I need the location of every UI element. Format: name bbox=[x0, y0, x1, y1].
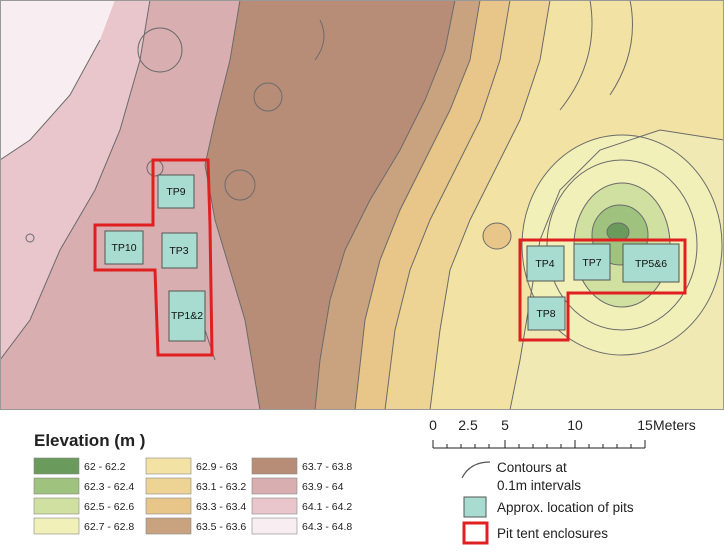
swatch-64-1-64-2 bbox=[251, 497, 298, 515]
map-legend: Elevation (m ) 62 - 62.2 62.3 - 62.4 62.… bbox=[33, 417, 696, 545]
scale-unit: Meters bbox=[653, 417, 696, 433]
contour-lines bbox=[0, 0, 724, 410]
scale-tick-label: 5 bbox=[501, 417, 509, 433]
pit-tp8: TP8 bbox=[527, 296, 566, 331]
swatch-label: 63.1 - 63.2 bbox=[196, 481, 246, 493]
swatch-63-9-64 bbox=[251, 477, 298, 495]
scale-ruler bbox=[432, 440, 646, 449]
pit-tp1-2-label: TP1&2 bbox=[171, 310, 203, 322]
swatch-62-3-62-4 bbox=[33, 477, 80, 495]
legend-title: Elevation (m ) bbox=[34, 431, 145, 450]
swatch-62-62-2 bbox=[33, 457, 80, 475]
swatch-label: 62.7 - 62.8 bbox=[84, 521, 134, 533]
pit-tp9-label: TP9 bbox=[166, 186, 185, 198]
swatch-label: 64.3 - 64.8 bbox=[302, 521, 352, 533]
pit-tp8-box bbox=[527, 296, 566, 331]
zone-64-3 bbox=[0, 0, 115, 160]
swatch-62-5-62-6 bbox=[33, 497, 80, 515]
pit-tp3-label: TP3 bbox=[169, 245, 188, 257]
pit-tp8-label: TP8 bbox=[536, 308, 555, 320]
zone-63-1 bbox=[385, 0, 550, 410]
pit-tp3-box bbox=[161, 232, 198, 269]
zone-63-5 bbox=[315, 0, 480, 410]
swatch-label: 63.3 - 63.4 bbox=[196, 501, 246, 513]
elevation-classes: 62 - 62.2 62.3 - 62.4 62.5 - 62.6 62.7 -… bbox=[33, 457, 352, 535]
swatch-label: 62.3 - 62.4 bbox=[84, 481, 134, 493]
swatch-62-7-62-8 bbox=[33, 517, 80, 535]
pit-tp1-2-box bbox=[168, 290, 206, 342]
swatch-63-5-63-6 bbox=[145, 517, 192, 535]
tent-enclosure-east bbox=[518, 238, 687, 342]
pit-tp4-label: TP4 bbox=[535, 258, 554, 270]
pit-tp7-box bbox=[573, 243, 611, 281]
pit-tp7: TP7 bbox=[573, 243, 611, 281]
pit-tp7-label: TP7 bbox=[582, 257, 601, 269]
pit-tp5-6-box bbox=[622, 243, 680, 283]
pit-tp1-2: TP1&2 bbox=[168, 290, 206, 342]
swatch-62-9-63 bbox=[145, 457, 192, 475]
contours-label-2: 0.1m intervals bbox=[497, 478, 581, 493]
pit-tp9-box bbox=[157, 174, 195, 209]
swatch-label: 63.9 - 64 bbox=[302, 481, 344, 493]
pit-tp3: TP3 bbox=[161, 232, 198, 269]
swatch-63-7-63-8 bbox=[251, 457, 298, 475]
zone-63-3 bbox=[355, 0, 510, 410]
scale-tick-label: 2.5 bbox=[458, 417, 478, 433]
pit-tp10-label: TP10 bbox=[111, 242, 136, 254]
swatch-label: 63.7 - 63.8 bbox=[302, 461, 352, 473]
pit-tp10: TP10 bbox=[104, 230, 144, 265]
elevation-map: TP9 TP10 TP3 TP1&2 TP4 TP7 TP5&6 TP8 bbox=[0, 0, 724, 410]
tents-legend-label: Pit tent enclosures bbox=[497, 526, 608, 541]
swatch-label: 62.5 - 62.6 bbox=[84, 501, 134, 513]
pit-tp10-box bbox=[104, 230, 144, 265]
pit-tp4-box bbox=[526, 245, 565, 282]
pit-symbol bbox=[463, 496, 487, 518]
pit-tp9: TP9 bbox=[157, 174, 195, 209]
tent-enclosure-west bbox=[93, 158, 214, 357]
pit-tp5-6-label: TP5&6 bbox=[635, 258, 667, 270]
swatch-label: 62 - 62.2 bbox=[84, 461, 126, 473]
scale-bar: 0 2.5 5 10 15 Meters bbox=[429, 417, 696, 449]
swatch-63-1-63-2 bbox=[145, 477, 192, 495]
contour-line-symbol bbox=[461, 461, 491, 479]
tent-symbol bbox=[462, 521, 489, 545]
zone-63-7 bbox=[205, 0, 455, 410]
zone-62-9 bbox=[430, 0, 724, 410]
contours-label-1: Contours at bbox=[497, 460, 567, 475]
pit-tp5-6: TP5&6 bbox=[622, 243, 680, 283]
tent-enclosures bbox=[93, 158, 687, 357]
zone-64-1 bbox=[0, 0, 150, 360]
swatch-label: 62.9 - 63 bbox=[196, 461, 238, 473]
scale-tick-label: 10 bbox=[567, 417, 583, 433]
pits: TP9 TP10 TP3 TP1&2 TP4 TP7 TP5&6 TP8 bbox=[104, 174, 680, 342]
swatch-label: 64.1 - 64.2 bbox=[302, 501, 352, 513]
swatch-63-3-63-4 bbox=[145, 497, 192, 515]
swatch-label: 63.5 - 63.6 bbox=[196, 521, 246, 533]
scale-tick-label: 0 bbox=[429, 417, 437, 433]
pit-tp4: TP4 bbox=[526, 245, 565, 282]
zone-62-0 bbox=[607, 223, 629, 241]
pits-legend-label: Approx. location of pits bbox=[497, 500, 634, 515]
scale-tick-label: 15 bbox=[637, 417, 653, 433]
swatch-64-3-64-8 bbox=[251, 517, 298, 535]
